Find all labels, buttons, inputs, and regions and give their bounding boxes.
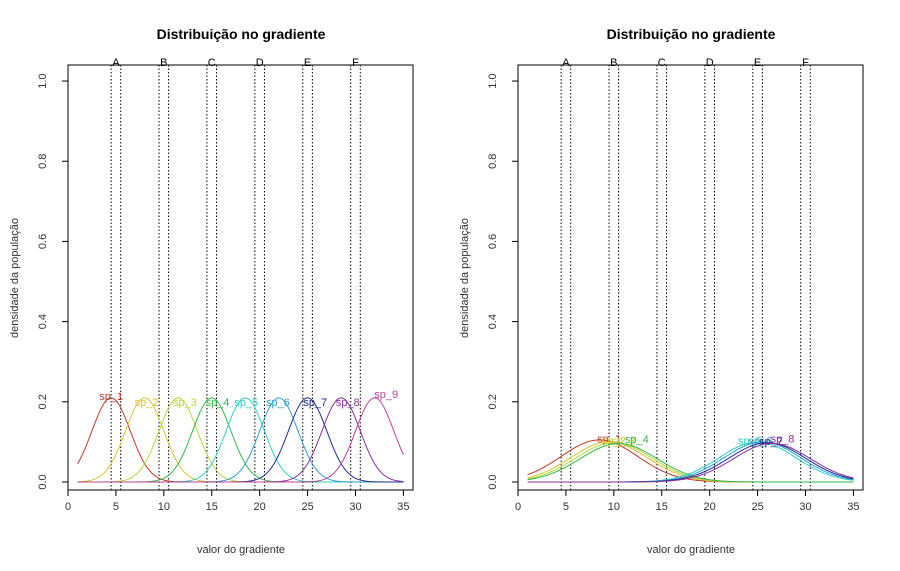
left-series-label-sp_8: sp_8 xyxy=(336,397,360,409)
left-y-axis-label: densidade da população xyxy=(9,218,21,338)
left-series-line-sp_5 xyxy=(77,397,404,483)
right-station-label-E: E xyxy=(754,57,761,69)
right-series-line-sp_6 xyxy=(527,441,854,483)
right-y-tick-label: 0.6 xyxy=(487,234,499,249)
right-station-label-A: A xyxy=(562,57,570,69)
left-series-label-sp_7: sp_7 xyxy=(303,397,327,409)
left-series-line-sp_9 xyxy=(77,397,404,483)
right-station-label-B: B xyxy=(610,57,617,69)
left-series-label-sp_3: sp_3 xyxy=(173,397,197,409)
right-x-tick-label: 15 xyxy=(656,501,668,513)
right-x-tick-label: 0 xyxy=(515,501,521,513)
left-station-label-C: C xyxy=(208,57,216,69)
right-series-line-sp_5 xyxy=(527,441,854,483)
left-series-line-sp_6 xyxy=(77,397,404,483)
left-station-label-F: F xyxy=(352,57,359,69)
left-station-label-A: A xyxy=(112,57,120,69)
right-x-tick-label: 25 xyxy=(751,501,763,513)
right-y-tick-label: 1.0 xyxy=(487,73,499,88)
right-x-tick-label: 10 xyxy=(608,501,620,513)
left-series-label-sp_2: sp_2 xyxy=(135,397,159,409)
right-y-axis-label: densidade da população xyxy=(459,218,471,338)
left-y-tick-label: 0.8 xyxy=(37,154,49,169)
left-series-label-sp_9: sp_9 xyxy=(374,389,398,401)
right-station-label-F: F xyxy=(802,57,809,69)
left-y-tick-label: 1.0 xyxy=(37,73,49,88)
right-series-label-sp_4: sp_4 xyxy=(625,434,649,446)
right-series-label-sp_7: sp_7 xyxy=(759,436,783,448)
left-x-tick-label: 25 xyxy=(301,501,313,513)
left-chart-title: Distribuição no gradiente xyxy=(157,26,326,42)
left-station-label-D: D xyxy=(256,57,264,69)
right-y-tick-label: 0.0 xyxy=(487,474,499,489)
right-x-axis-label: valor do gradiente xyxy=(647,544,735,556)
left-station-label-E: E xyxy=(304,57,311,69)
left-series-line-sp_1 xyxy=(77,397,404,483)
right-series-line-sp_2 xyxy=(527,441,854,483)
right-series-label-sp_3: sp_3 xyxy=(611,435,635,447)
left-series-label-sp_5: sp_5 xyxy=(234,397,258,409)
right-x-tick-label: 20 xyxy=(704,501,716,513)
left-series-line-sp_8 xyxy=(77,397,404,483)
right-series-line-sp_7 xyxy=(527,442,854,483)
left-plot-frame xyxy=(67,64,414,491)
left-x-tick-label: 30 xyxy=(349,501,361,513)
right-x-tick-label: 30 xyxy=(799,501,811,513)
left-y-tick-label: 0.4 xyxy=(37,314,49,329)
left-x-tick-label: 0 xyxy=(65,501,71,513)
right-station-label-C: C xyxy=(658,57,666,69)
left-series-label-sp_1: sp_1 xyxy=(99,391,123,403)
right-y-tick-label: 0.4 xyxy=(487,314,499,329)
right-chart-panel: Distribuição no gradiente valor do gradi… xyxy=(459,26,864,556)
right-series-line-sp_8 xyxy=(527,442,854,483)
left-x-tick-label: 15 xyxy=(206,501,218,513)
right-series-label-sp_2: sp_2 xyxy=(602,435,626,447)
left-series-line-sp_2 xyxy=(77,397,404,483)
left-y-tick-label: 0.0 xyxy=(37,474,49,489)
left-series-label-sp_6: sp_6 xyxy=(266,397,290,409)
left-chart-panel: Distribuição no gradiente valor do gradi… xyxy=(9,26,414,556)
right-station-label-D: D xyxy=(706,57,714,69)
left-y-tick-label: 0.6 xyxy=(37,234,49,249)
left-x-tick-label: 5 xyxy=(113,501,119,513)
left-y-tick-label: 0.2 xyxy=(37,394,49,409)
right-x-tick-label: 35 xyxy=(847,501,859,513)
left-series-label-sp_4: sp_4 xyxy=(206,397,230,409)
right-x-tick-label: 5 xyxy=(563,501,569,513)
left-x-tick-label: 20 xyxy=(254,501,266,513)
right-y-tick-label: 0.2 xyxy=(487,394,499,409)
left-series-line-sp_3 xyxy=(77,397,404,483)
left-series-line-sp_7 xyxy=(77,397,404,483)
left-x-tick-label: 35 xyxy=(397,501,409,513)
right-series-label-sp_8: sp_8 xyxy=(771,434,795,446)
left-x-tick-label: 10 xyxy=(158,501,170,513)
right-series-line-sp_3 xyxy=(527,442,854,483)
left-station-label-B: B xyxy=(160,57,167,69)
left-x-axis-label: valor do gradiente xyxy=(197,544,285,556)
right-y-tick-label: 0.8 xyxy=(487,154,499,169)
right-chart-title: Distribuição no gradiente xyxy=(607,26,776,42)
left-series-line-sp_4 xyxy=(77,397,404,483)
right-plot-frame xyxy=(517,64,864,491)
